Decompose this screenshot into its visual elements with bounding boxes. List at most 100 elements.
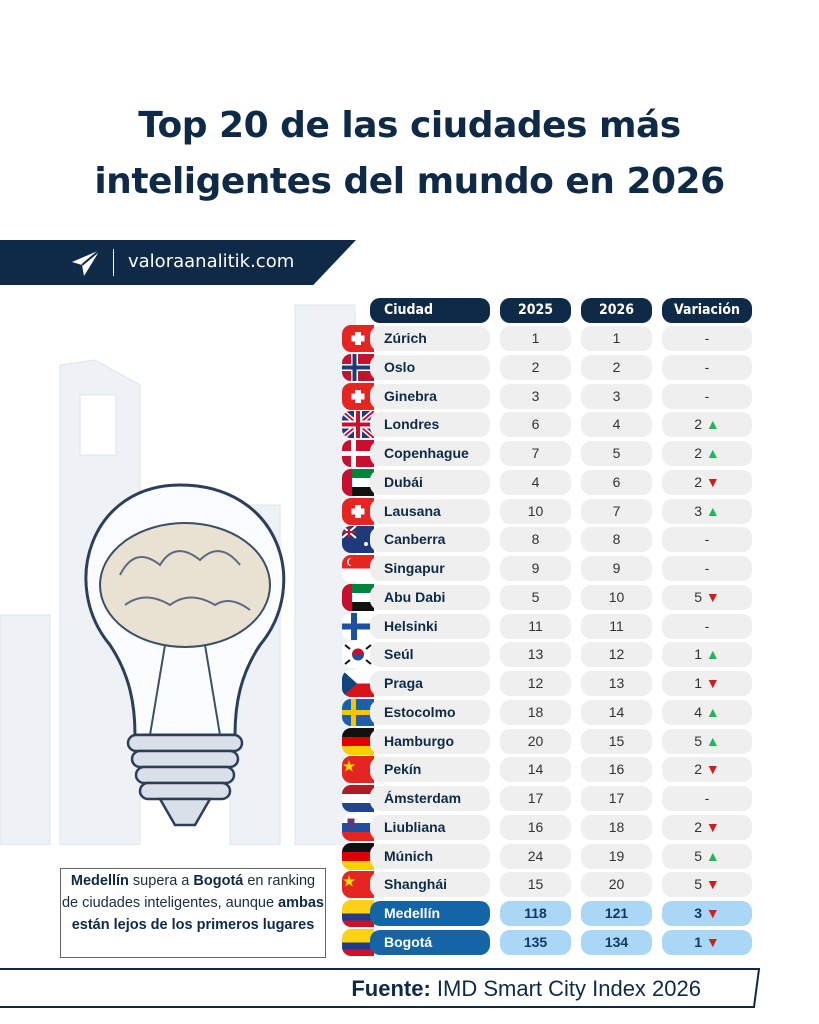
variation: -: [662, 786, 752, 811]
flag-cn-icon: [342, 756, 374, 784]
medellin-bogota-note: Medellín supera a Bogotá en ranking de c…: [60, 868, 326, 958]
city-name: Liubliana: [370, 814, 490, 840]
variation-value: 2: [694, 473, 703, 490]
variation: 4 ▲: [662, 699, 752, 725]
title-line-1: Top 20 de las ciudades más: [138, 105, 681, 146]
rank-2025: 2: [500, 354, 571, 380]
source-box: [0, 968, 760, 1008]
rank-2025: 8: [500, 527, 571, 553]
variation-value: 3: [694, 905, 703, 921]
city-name: Hamburgo: [370, 728, 490, 754]
rank-2025: 20: [500, 728, 571, 754]
rank-2026: 10: [581, 584, 652, 610]
rank-2026: 15: [581, 728, 652, 754]
flag-ch-icon: [342, 325, 374, 352]
flag-ae-icon: [342, 583, 374, 611]
rank-2025: 16: [500, 814, 571, 840]
rank-2026: 5: [581, 441, 652, 466]
flag-dk-icon: [342, 440, 374, 467]
source-value: IMD Smart City Index 2026: [430, 976, 701, 1001]
city-name: Ginebra: [370, 383, 490, 409]
rank-2025: 9: [500, 556, 571, 581]
variation: -: [662, 354, 752, 380]
city-name: Abu Dabi: [370, 584, 490, 610]
variation-value: -: [704, 387, 710, 404]
variation-value: -: [704, 330, 710, 346]
flag-ae-icon: [342, 468, 374, 496]
flag-co-icon: [342, 928, 374, 956]
arrow-down-icon: ▼: [705, 933, 720, 950]
flag-nl-icon: [342, 785, 374, 812]
city-name: Bogotá: [370, 929, 490, 955]
arrow-up-icon: ▲: [705, 847, 720, 864]
rank-2026: 1: [581, 326, 652, 351]
city-name: Pekín: [370, 757, 490, 783]
city-name: Londres: [370, 412, 490, 438]
flag-si-icon: [342, 813, 374, 841]
arrow-up-icon: ▲: [705, 416, 720, 433]
variation: -: [662, 326, 752, 351]
city-name: Shanghái: [370, 872, 490, 898]
city-name: Copenhague: [370, 441, 490, 466]
rank-2025: 3: [500, 383, 571, 409]
note-bogota: Bogotá: [193, 873, 244, 889]
variation: -: [662, 383, 752, 409]
variation-value: -: [704, 617, 710, 634]
arrow-up-icon: ▲: [705, 445, 720, 461]
variation: 5 ▼: [662, 584, 752, 610]
variation: 1 ▼: [662, 671, 752, 696]
note-medellin: Medellín: [70, 873, 129, 889]
rank-2025: 18: [500, 699, 571, 725]
rank-2026: 7: [581, 498, 652, 524]
arrow-down-icon: ▼: [705, 905, 720, 921]
city-name: Estocolmo: [370, 699, 490, 725]
rank-2026: 134: [581, 929, 652, 955]
variation: 2 ▼: [662, 757, 752, 783]
title-line-2: inteligentes del mundo en 2026: [94, 161, 725, 202]
variation-value: 5: [694, 732, 703, 749]
flag-de-icon: [342, 842, 374, 870]
source-text: Fuente: IMD Smart City Index 2026: [351, 976, 701, 1002]
arrow-down-icon: ▼: [705, 818, 720, 835]
rank-2026: 11: [581, 613, 652, 639]
rank-2026: 13: [581, 671, 652, 696]
variation: 1 ▼: [662, 929, 752, 955]
note-emphasis: ambas están lejos de los primeros lugare…: [71, 895, 324, 933]
variation-value: 2: [694, 416, 703, 433]
variation: 5 ▲: [662, 728, 752, 754]
flag-au-icon: [342, 526, 374, 554]
arrow-up-icon: ▲: [705, 703, 720, 720]
rank-2026: 16: [581, 757, 652, 783]
arrow-up-icon: ▲: [705, 732, 720, 749]
variation-value: 5: [694, 588, 703, 605]
variation-value: 1: [694, 675, 703, 691]
rank-2026: 14: [581, 699, 652, 725]
city-name: Múnich: [370, 843, 490, 869]
city-name: Zúrich: [370, 326, 490, 351]
variation-value: 1: [694, 646, 703, 663]
page-title: Top 20 de las ciudades más inteligentes …: [0, 98, 819, 210]
rank-2026: 4: [581, 412, 652, 438]
rank-2026: 17: [581, 786, 652, 811]
flag-no-icon: [342, 353, 374, 381]
variation-value: -: [704, 790, 710, 806]
header-ciudad: Ciudad: [370, 298, 490, 323]
rank-2025: 7: [500, 441, 571, 466]
variation: 3 ▼: [662, 901, 752, 926]
lightbulb-brain-illustration: [0, 304, 356, 845]
rank-2026: 9: [581, 556, 652, 581]
paper-plane-logo-icon: [72, 249, 101, 276]
variation: -: [662, 613, 752, 639]
arrow-down-icon: ▼: [705, 876, 720, 893]
city-name: Helsinki: [370, 613, 490, 639]
variation: 1 ▲: [662, 642, 752, 668]
rank-2025: 24: [500, 843, 571, 869]
city-name: Praga: [370, 671, 490, 696]
variation-value: 4: [694, 703, 703, 720]
variation-value: 2: [694, 445, 703, 461]
variation: -: [662, 556, 752, 581]
flag-kr-icon: [342, 641, 374, 669]
note-text: en ranking de ciudades inteligentes, aun…: [61, 873, 316, 911]
rank-2025: 118: [500, 901, 571, 926]
city-name: Seúl: [370, 642, 490, 668]
